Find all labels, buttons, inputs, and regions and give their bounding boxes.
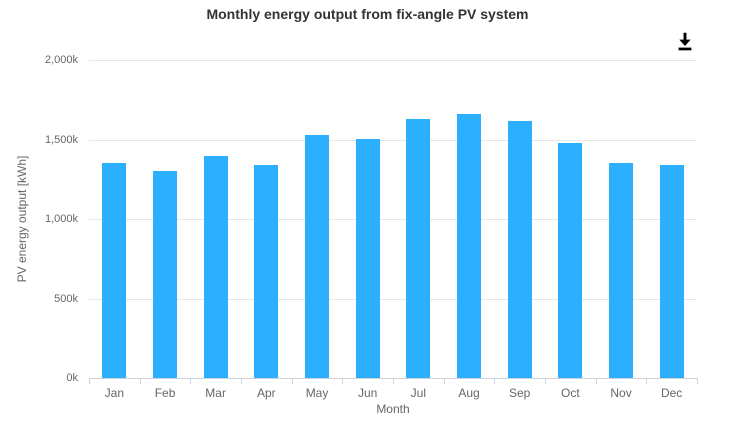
bar-mar[interactable] xyxy=(203,156,228,378)
x-axis-tick xyxy=(697,378,698,384)
x-axis-tick-label: Sep xyxy=(508,386,531,400)
x-axis-tick-label: Feb xyxy=(154,386,176,400)
gridline xyxy=(89,299,697,300)
x-axis-tick-label: Aug xyxy=(458,386,480,400)
x-axis-tick xyxy=(190,378,191,384)
x-axis-tick xyxy=(140,378,141,384)
x-axis-tick-label: Dec xyxy=(660,386,683,400)
x-axis-tick-label: May xyxy=(305,386,329,400)
bar-feb[interactable] xyxy=(153,171,177,378)
x-axis-tick xyxy=(342,378,343,384)
chart-title: Monthly energy output from fix-angle PV … xyxy=(206,6,529,22)
x-axis-tick-label: Nov xyxy=(610,386,632,400)
bar-oct[interactable] xyxy=(558,143,583,378)
y-axis-tick-label: 1,500k xyxy=(44,134,78,146)
x-axis-tick xyxy=(646,378,647,384)
x-axis-tick xyxy=(444,378,445,384)
x-axis-tick xyxy=(596,378,597,384)
bar-apr[interactable] xyxy=(254,165,279,378)
y-axis-tick-label: 0k xyxy=(66,372,78,384)
x-axis-tick xyxy=(89,378,90,384)
y-axis-tick-label: 2,000k xyxy=(44,54,78,66)
x-axis-tick-label: Mar xyxy=(205,386,226,400)
bar-sep[interactable] xyxy=(507,121,532,378)
x-axis-tick-label: Jun xyxy=(357,386,378,400)
bar-aug[interactable] xyxy=(457,114,481,378)
bar-nov[interactable] xyxy=(609,163,633,378)
x-axis-tick xyxy=(494,378,495,384)
x-axis-tick xyxy=(393,378,394,384)
bar-jul[interactable] xyxy=(406,119,431,378)
x-axis-tick-label: Jan xyxy=(104,386,125,400)
gridline xyxy=(89,219,697,220)
x-axis-tick xyxy=(241,378,242,384)
x-axis-tick xyxy=(292,378,293,384)
gridline xyxy=(89,60,697,61)
x-axis-title: Month xyxy=(376,402,410,416)
x-axis-tick-label: Oct xyxy=(561,386,580,400)
x-axis-tick xyxy=(545,378,546,384)
bar-jan[interactable] xyxy=(102,163,127,378)
bar-jun[interactable] xyxy=(355,139,380,378)
x-axis-tick-label: Jul xyxy=(410,386,427,400)
y-axis-tick-label: 1,000k xyxy=(44,213,78,225)
bar-may[interactable] xyxy=(305,135,329,378)
bar-dec[interactable] xyxy=(659,165,684,378)
download-button[interactable] xyxy=(672,28,700,54)
y-axis-tick-label: 500k xyxy=(54,293,78,305)
gridline xyxy=(89,140,697,141)
x-axis-tick-label: Apr xyxy=(257,386,276,400)
download-icon xyxy=(678,32,692,51)
